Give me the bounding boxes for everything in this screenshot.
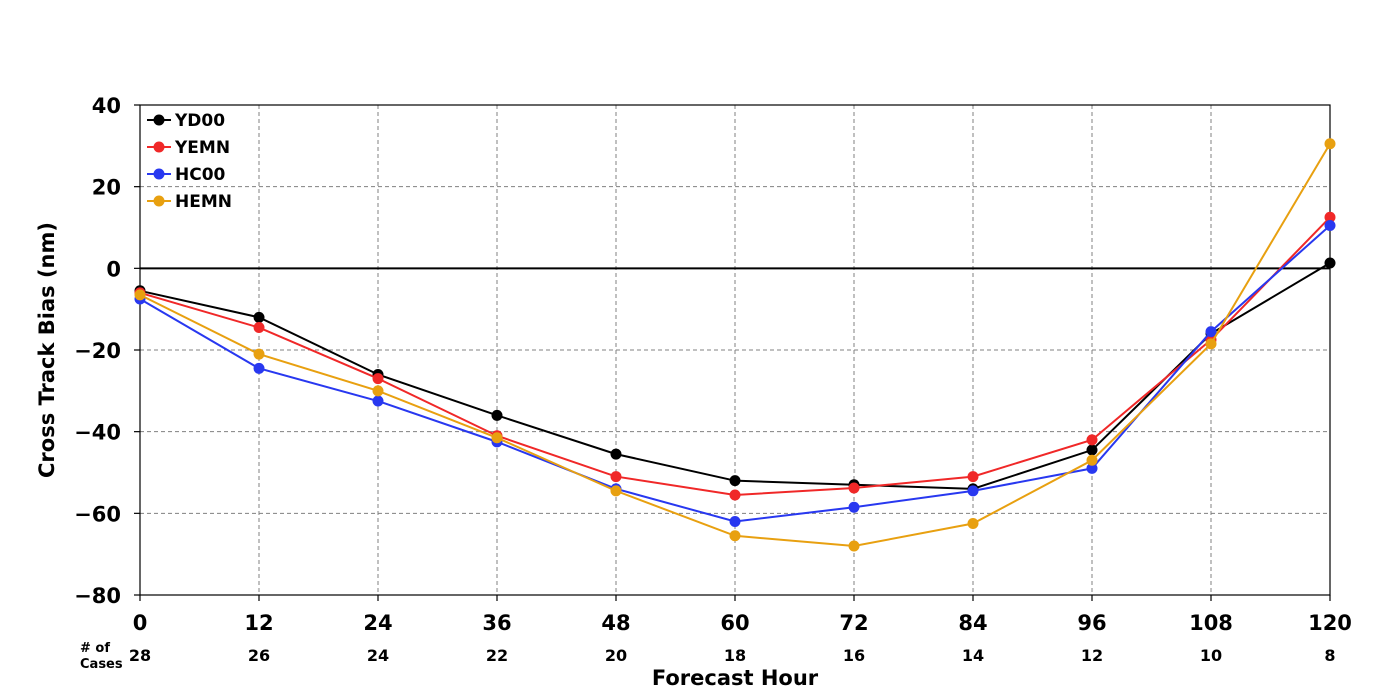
data-point: [372, 373, 384, 385]
data-point: [848, 482, 860, 494]
data-point: [1324, 211, 1336, 223]
data-point: [253, 322, 265, 334]
legend-item-yemn: YEMN: [147, 138, 230, 158]
y-tick-label: 0: [106, 257, 121, 281]
legend-item-hemn: HEMN: [147, 192, 232, 212]
x-tick-label: 60: [720, 611, 749, 635]
x-tick-label: 96: [1077, 611, 1106, 635]
data-point: [729, 475, 741, 487]
data-point: [967, 471, 979, 483]
data-point: [372, 385, 384, 397]
x-tick-label: 72: [839, 611, 868, 635]
data-point: [1086, 434, 1098, 446]
case-count-label: 26: [248, 646, 270, 665]
x-tick-label: 120: [1308, 611, 1352, 635]
case-count-label: 14: [962, 646, 984, 665]
data-point: [134, 289, 146, 301]
data-point: [1205, 338, 1217, 350]
case-count-label: 18: [724, 646, 746, 665]
legend-label: YEMN: [174, 138, 230, 158]
legend-swatch-marker: [153, 195, 165, 207]
data-point: [253, 348, 265, 360]
y-axis-title: Cross Track Bias (nm): [35, 222, 59, 478]
data-point: [729, 530, 741, 542]
data-point: [610, 485, 622, 497]
data-point: [1205, 326, 1217, 338]
data-point: [967, 518, 979, 530]
x-axis-title: Forecast Hour: [652, 666, 819, 690]
data-point: [491, 432, 503, 444]
data-point: [253, 311, 265, 323]
data-point: [848, 540, 860, 552]
legend-item-hc00: HC00: [147, 165, 226, 185]
data-point: [610, 448, 622, 460]
data-point: [491, 409, 503, 421]
case-count-label: 16: [843, 646, 865, 665]
series-lines: [134, 138, 1336, 552]
legend-label: YD00: [174, 111, 225, 131]
x-tick-label: 48: [601, 611, 630, 635]
data-point: [1086, 454, 1098, 466]
data-point: [1324, 138, 1336, 150]
x-tick-label: 0: [133, 611, 148, 635]
legend-swatch-marker: [153, 141, 165, 153]
axis-ticks: 0281226242436224820601872168414961210810…: [74, 94, 1352, 665]
data-point: [1324, 257, 1336, 269]
legend-item-yd00: YD00: [147, 111, 225, 131]
data-point: [1086, 462, 1098, 474]
x-tick-label: 36: [482, 611, 511, 635]
y-tick-label: 40: [92, 94, 121, 118]
data-point: [1086, 444, 1098, 456]
case-count-label: 10: [1200, 646, 1222, 665]
y-tick-label: −60: [74, 502, 121, 526]
y-tick-label: −80: [74, 584, 121, 608]
x-tick-label: 12: [244, 611, 273, 635]
data-point: [967, 485, 979, 497]
data-point: [253, 362, 265, 374]
x-tick-label: 24: [363, 611, 392, 635]
case-count-label: 20: [605, 646, 627, 665]
legend: YD00 YEMN HC00 HEMN: [147, 111, 232, 212]
case-count-label: 12: [1081, 646, 1103, 665]
cases-label-line1: # of: [80, 641, 110, 656]
series-hemn: [134, 138, 1336, 552]
y-tick-label: −20: [74, 339, 121, 363]
grid-lines: [140, 105, 1330, 595]
x-tick-label: 84: [958, 611, 987, 635]
legend-swatch-marker: [153, 114, 165, 126]
data-point: [729, 516, 741, 527]
case-count-label: 24: [367, 646, 389, 665]
cases-label-line2: Cases: [80, 657, 123, 672]
data-point: [1324, 219, 1336, 231]
y-tick-label: −40: [74, 421, 121, 445]
data-point: [848, 501, 860, 513]
case-count-label: 22: [486, 646, 508, 665]
x-tick-label: 108: [1189, 611, 1233, 635]
legend-label: HEMN: [175, 192, 232, 212]
legend-label: HC00: [175, 165, 226, 185]
data-point: [372, 395, 384, 407]
series-line: [139, 216, 1331, 496]
data-point: [729, 489, 741, 501]
legend-swatch-marker: [153, 168, 165, 180]
data-point: [610, 471, 622, 483]
case-count-label: 28: [129, 646, 151, 665]
y-tick-label: 20: [92, 176, 121, 200]
series-yd00: [134, 257, 1336, 495]
case-count-label: 8: [1324, 646, 1335, 665]
